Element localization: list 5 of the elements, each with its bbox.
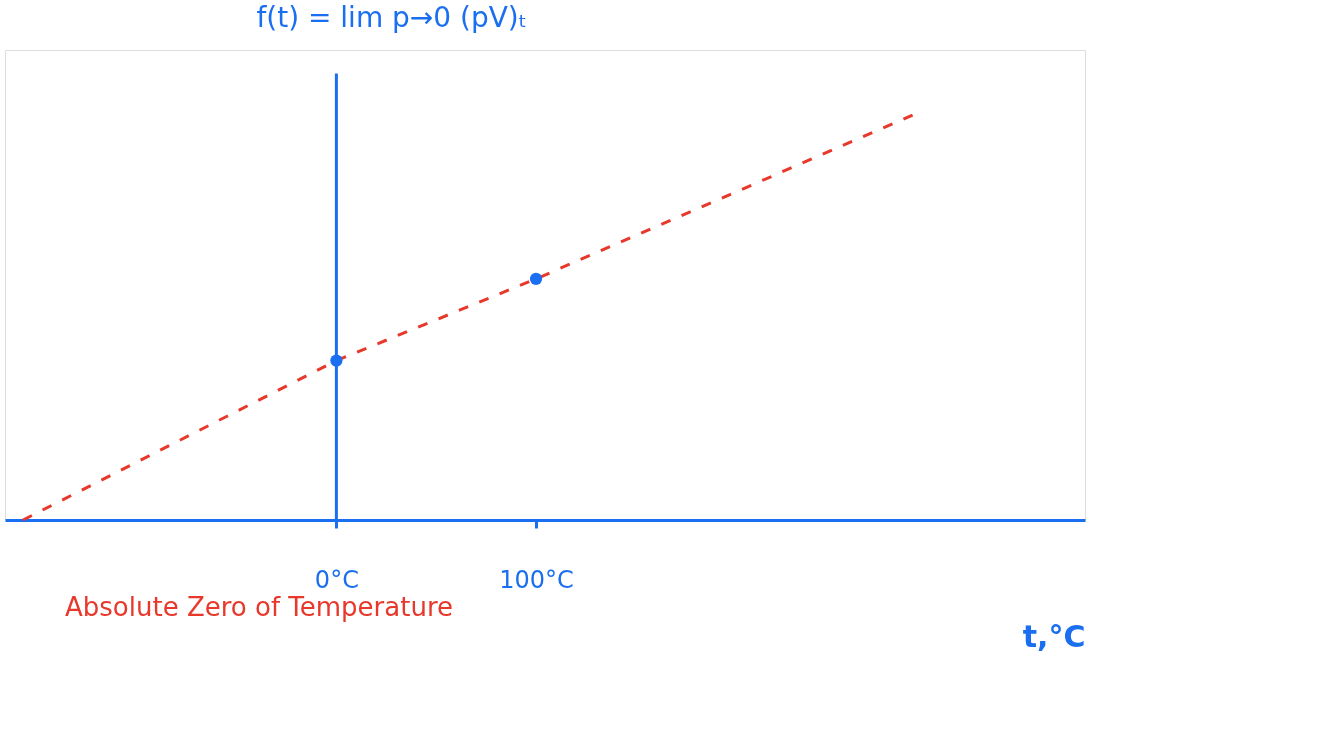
text: Absolute Zero of Temperature [65,592,454,622]
x-tick-label: 0°C [314,565,359,594]
y-axis-title: f(t) = lim p→0 (pV)ₜ [256,1,528,34]
x-axis-title: t,°C [1022,618,1086,654]
x-tick-label: 100°C [499,565,574,594]
